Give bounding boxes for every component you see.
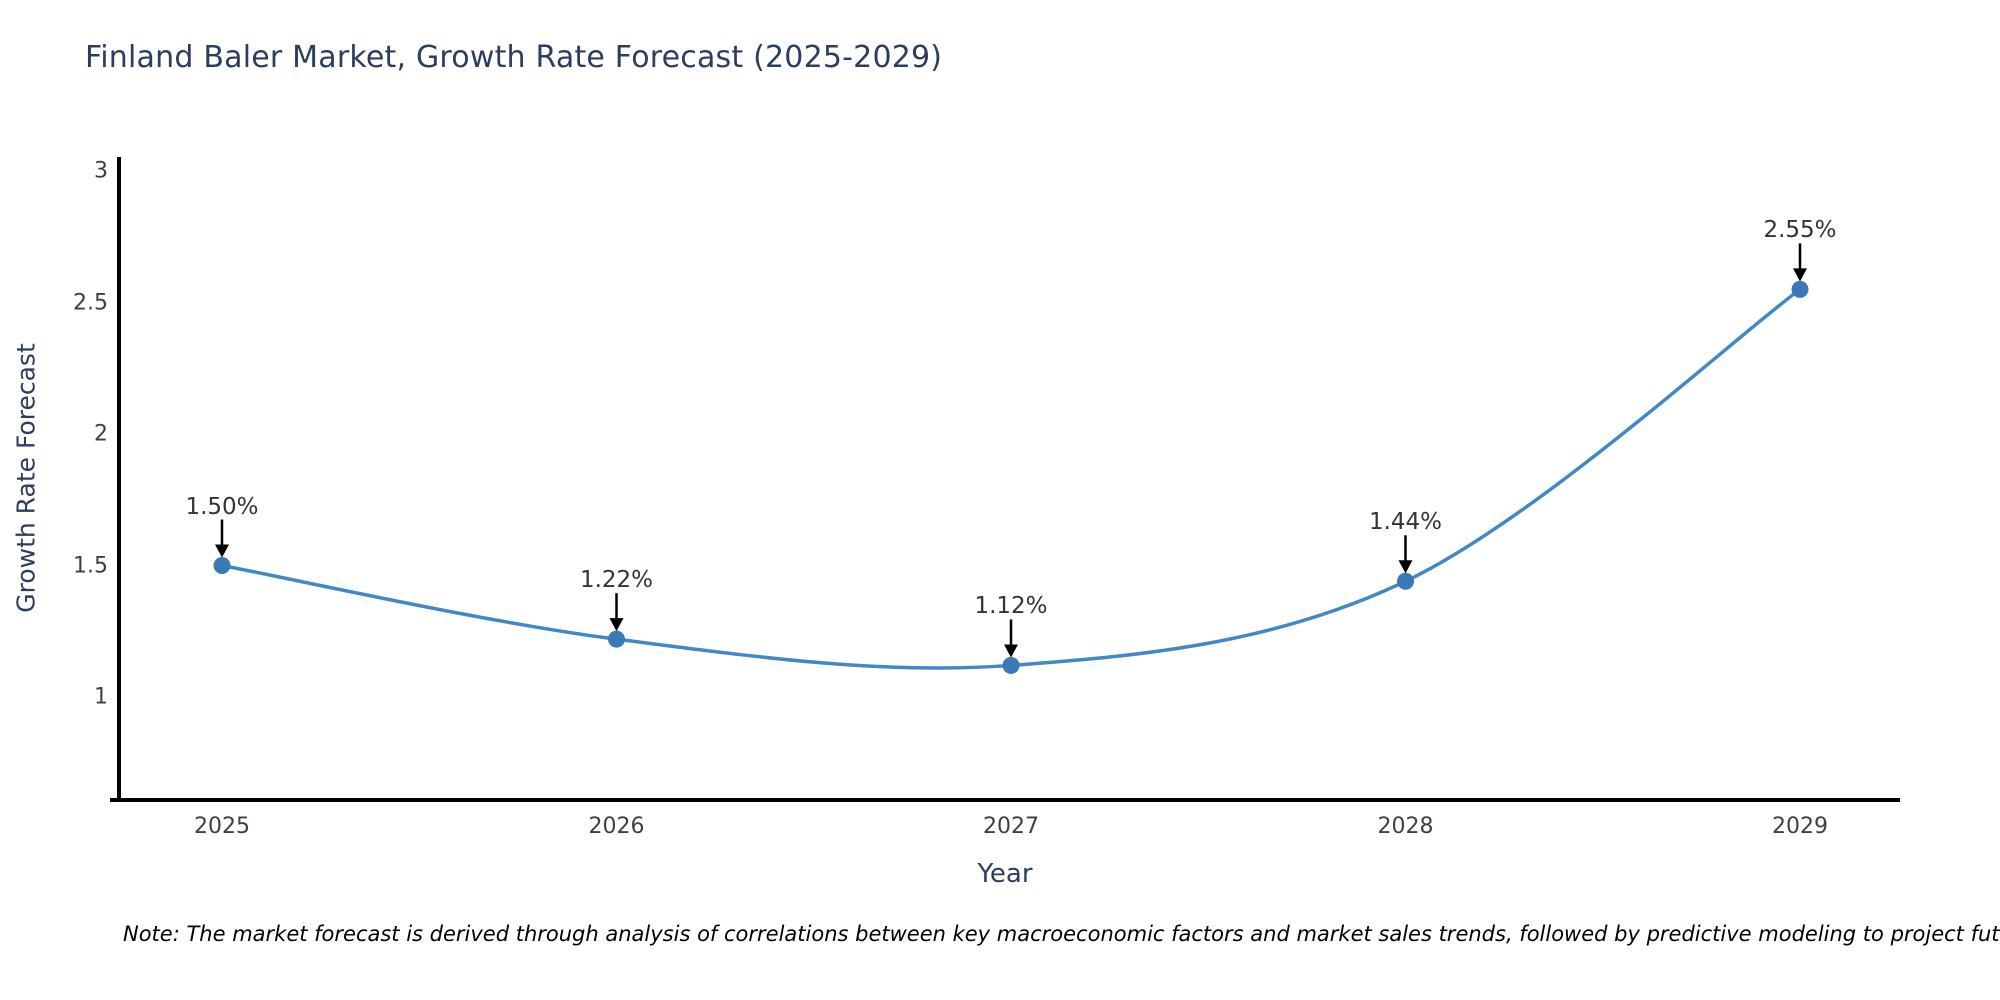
- x-axis-title: Year: [977, 859, 1033, 889]
- footnote: Note: The market forecast is derived thr…: [123, 922, 2000, 946]
- data-point-marker[interactable]: [608, 630, 625, 648]
- annotation-arrowhead-icon: [609, 618, 624, 632]
- data-point-marker[interactable]: [1791, 280, 1809, 298]
- annotation-arrowhead-icon: [1793, 268, 1807, 282]
- x-axis-tick-label: 2025: [194, 814, 250, 839]
- data-point-label: 1.22%: [579, 567, 654, 594]
- y-axis-tick-label: 2.5: [73, 290, 108, 315]
- data-point-label: 1.12%: [974, 593, 1048, 620]
- data-point-label: 1.50%: [185, 493, 259, 520]
- x-axis-tick-label: 2027: [983, 814, 1039, 839]
- annotation-arrowhead-icon: [1398, 560, 1413, 574]
- data-point-marker[interactable]: [213, 557, 231, 574]
- data-point-marker[interactable]: [1397, 572, 1414, 590]
- y-axis-tick-label: 2: [94, 421, 108, 447]
- y-axis-tick-label: 1.5: [73, 553, 108, 578]
- chart-title: Finland Baler Market, Growth Rate Foreca…: [85, 40, 943, 75]
- data-point-marker[interactable]: [1002, 656, 1020, 674]
- y-axis-tick-label: 3: [94, 158, 108, 184]
- x-axis-tick-label: 2029: [1772, 814, 1828, 839]
- data-point-label: 2.55%: [1763, 217, 1837, 244]
- y-axis-tick-label: 1: [94, 684, 108, 710]
- data-point-label: 1.44%: [1368, 509, 1443, 536]
- x-axis-tick-label: 2028: [1377, 814, 1434, 839]
- x-axis-tick-label: 2026: [588, 814, 645, 839]
- line-series: [220, 287, 1802, 670]
- annotation-arrowhead-icon: [215, 544, 229, 558]
- annotation-arrowhead-icon: [1004, 644, 1018, 658]
